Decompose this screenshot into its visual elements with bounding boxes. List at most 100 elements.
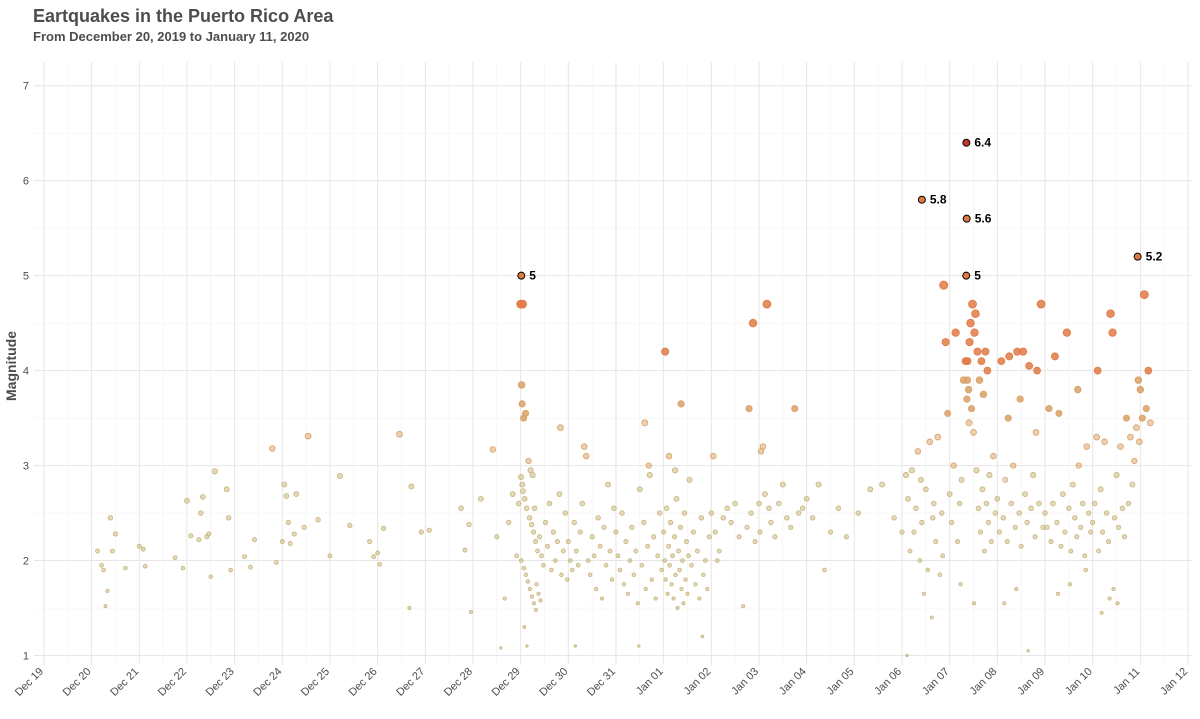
quake-point: [958, 582, 963, 587]
quake-point: [970, 328, 979, 337]
quake-point: [964, 385, 973, 394]
quake-point: [1103, 510, 1110, 516]
quake-point: [944, 409, 952, 417]
x-tick-label: Dec 30: [537, 666, 570, 699]
quake-point: [1022, 491, 1029, 497]
quake-point: [407, 606, 412, 610]
quake-point: [279, 539, 285, 545]
quake-point: [611, 505, 617, 512]
quake-point: [206, 531, 212, 537]
quake-point: [955, 539, 961, 545]
quake-point: [925, 567, 931, 573]
quake-point: [95, 548, 100, 554]
quake-point: [1125, 500, 1132, 507]
quake-point: [728, 519, 734, 526]
quake-point: [518, 400, 526, 408]
quake-point: [651, 534, 657, 540]
quake-point: [208, 574, 213, 579]
quake-point: [963, 376, 972, 384]
quake-point: [570, 567, 575, 573]
quake-point: [697, 596, 702, 601]
quake-point: [637, 644, 641, 648]
quake-point: [1062, 529, 1068, 535]
quake-point: [917, 476, 924, 483]
quake-point: [994, 495, 1001, 502]
quake-point: [965, 338, 974, 347]
chart-subtitle: From December 20, 2019 to January 11, 20…: [33, 29, 310, 44]
quake-point: [1139, 290, 1149, 300]
quake-point: [981, 347, 990, 356]
quake-point: [1018, 543, 1024, 549]
quake-point: [478, 495, 484, 502]
quake-point: [701, 572, 706, 578]
quake-point: [1048, 539, 1054, 545]
quake-point: [523, 505, 530, 512]
quake-point: [679, 586, 684, 592]
quake-point: [827, 529, 834, 535]
quake-point: [1014, 586, 1019, 592]
quake-point: [662, 558, 667, 563]
quake-point: [293, 491, 300, 497]
quake-point: [1082, 553, 1088, 559]
x-tick-label: Jan 04: [777, 666, 809, 698]
quake-point: [301, 524, 307, 530]
quake-point: [673, 572, 678, 578]
quake-point: [867, 486, 874, 493]
quake-point: [929, 615, 934, 620]
x-tick-label: Dec 29: [490, 666, 523, 699]
quake-point: [1075, 462, 1082, 469]
quake-point: [136, 543, 142, 549]
quake-point: [1012, 524, 1018, 530]
quake-point: [1036, 500, 1042, 507]
quake-point: [103, 604, 108, 609]
quake-point: [666, 543, 672, 549]
quake-point: [615, 553, 621, 559]
quake-point: [559, 572, 564, 578]
quake-point: [736, 534, 742, 540]
quake-point: [199, 494, 206, 500]
quake-point: [752, 539, 758, 545]
quake-point: [140, 546, 146, 552]
grid-minor: [34, 62, 1192, 665]
quake-point: [762, 299, 772, 309]
quake-point: [525, 457, 532, 464]
y-tick-label: 7: [23, 81, 29, 93]
quake-point: [716, 548, 722, 554]
quake-point: [914, 448, 922, 455]
quake-point: [530, 529, 537, 535]
quake-point: [225, 515, 232, 521]
quake-point: [533, 607, 538, 612]
quake-point: [1004, 539, 1010, 545]
quake-point: [107, 515, 114, 521]
quake-point: [1136, 438, 1143, 446]
quake-point: [273, 560, 279, 565]
quake-point: [1090, 519, 1096, 526]
quake-point: [575, 562, 581, 568]
quake-point: [1115, 601, 1120, 606]
quake-point: [489, 446, 497, 453]
quake-point: [905, 653, 909, 658]
x-tick-label: Jan 02: [682, 666, 714, 698]
quake-point: [377, 562, 382, 567]
highlighted-points: [517, 138, 1142, 280]
quake-point: [554, 539, 560, 545]
x-tick-label: Dec 24: [251, 666, 284, 699]
x-tick-label: Dec 19: [13, 666, 46, 699]
quake-point: [248, 564, 253, 570]
quake-point: [1106, 309, 1115, 318]
quake-point: [683, 539, 689, 545]
quake-point: [756, 500, 762, 507]
quake-point: [281, 481, 288, 488]
quake-point: [690, 529, 697, 535]
quake-point: [1050, 352, 1059, 361]
quake-point: [791, 405, 799, 413]
quake-point: [671, 596, 676, 601]
quake-point: [1066, 505, 1072, 512]
quake-point: [1044, 524, 1050, 530]
quake-point: [99, 562, 104, 568]
quake-point: [975, 505, 982, 512]
quake-point: [975, 376, 984, 384]
quake-point: [762, 491, 768, 497]
quake-point: [977, 529, 984, 535]
